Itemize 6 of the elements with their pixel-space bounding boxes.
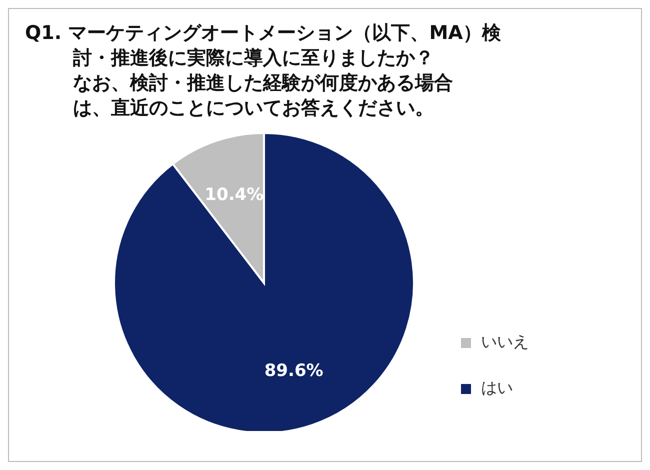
data-label: 10.4%: [204, 184, 264, 205]
data-label: 89.6%: [264, 361, 324, 382]
chart-title: Q1. マーケティングオートメーション（以下、MA）検討・推進後に実際に導入に至りましたか？: [25, 21, 502, 71]
chart-subtitle: なお、検討・推進した経験が何度かある場合は、直近のことについてお答えください。: [73, 71, 454, 121]
legend-label: はい: [481, 378, 513, 397]
legend-label: いいえ: [481, 332, 529, 351]
